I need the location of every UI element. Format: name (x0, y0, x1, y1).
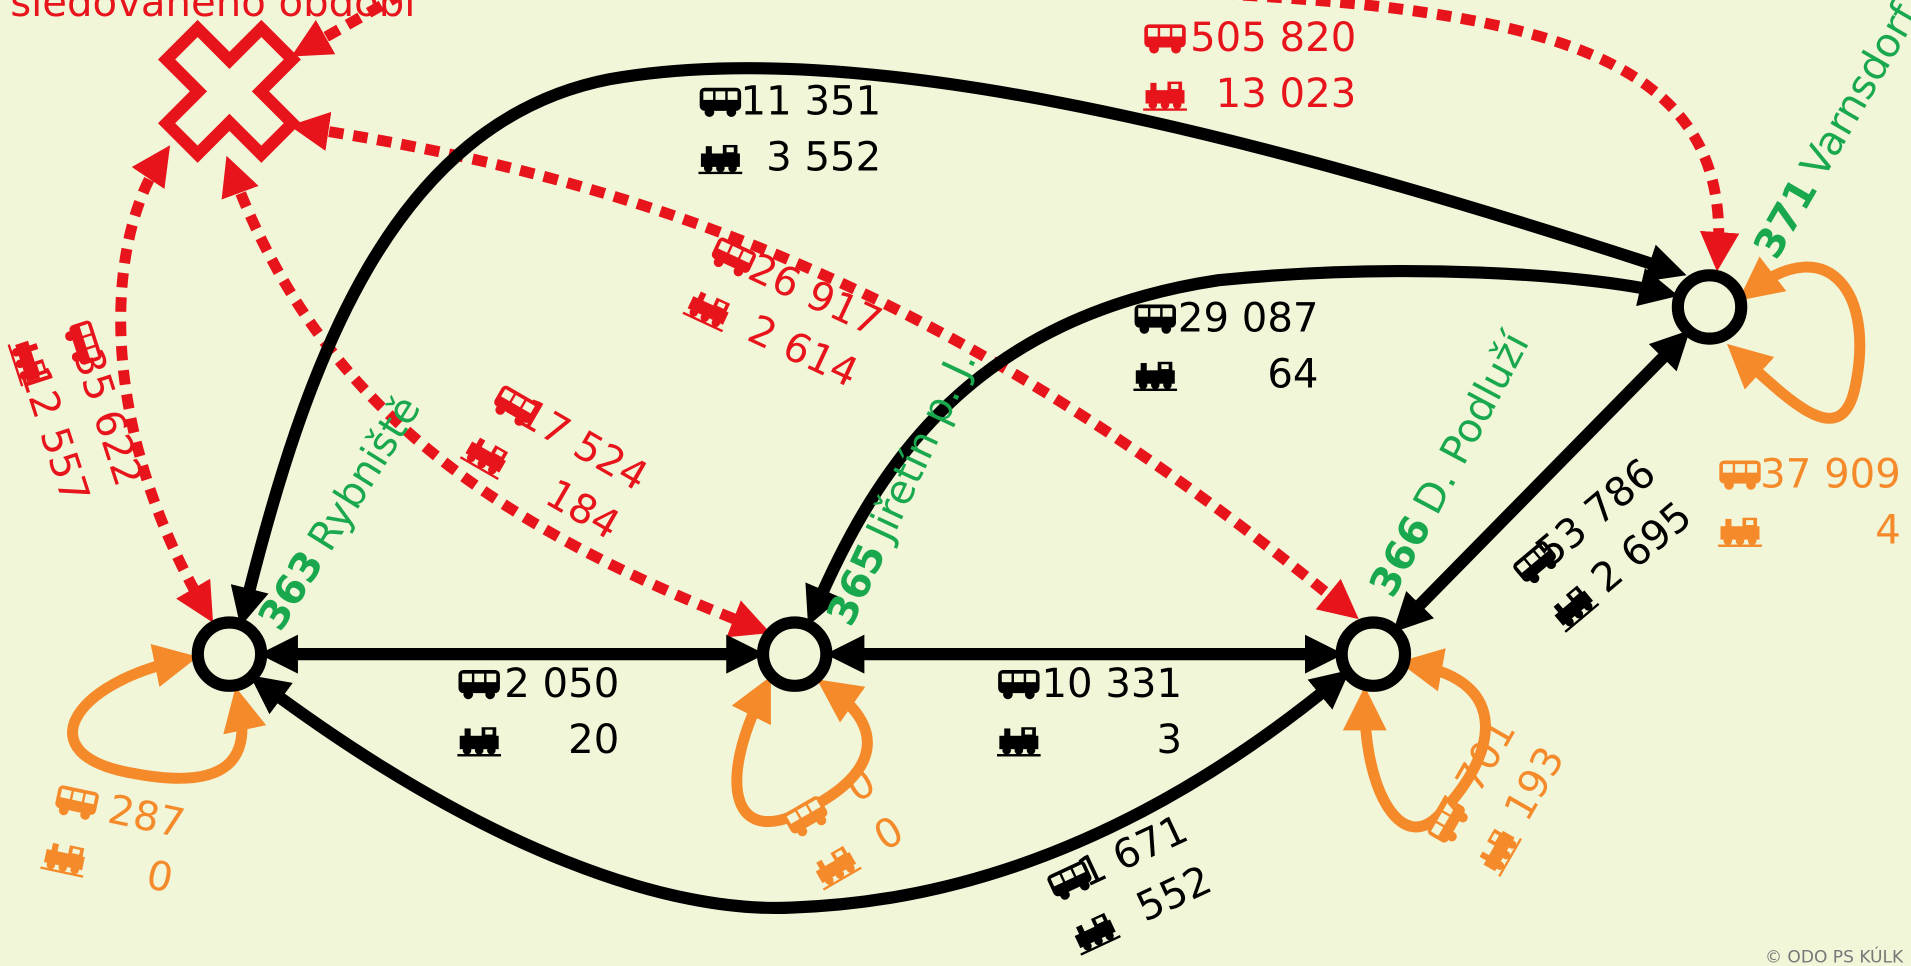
outside-links (115, 0, 1719, 638)
self-loop (67, 644, 267, 784)
train-icon (1068, 910, 1121, 956)
flow-label: 37 909 4 (1718, 451, 1901, 553)
bus-count: 29 087 (1178, 295, 1319, 341)
bus-icon (53, 784, 100, 822)
train-icon (996, 727, 1041, 757)
train-count: 20 (568, 717, 619, 763)
bus-count: 2 050 (504, 661, 619, 707)
bus-count: 287 (104, 787, 189, 848)
node-name: Jiřetín p. J. (857, 343, 986, 550)
flow-label: 505 820 13 023 (1143, 15, 1356, 117)
node-name: Rybniště (299, 388, 430, 559)
node-name: D. Podluží (1405, 323, 1540, 521)
node (1335, 616, 1412, 692)
node-name: Varnsdorf (1792, 0, 1911, 185)
bus-count: 11 351 (741, 79, 882, 125)
copyright: © ODO PS KÚLK (1765, 945, 1904, 966)
link (249, 669, 1351, 915)
outside-link (115, 145, 214, 623)
links (230, 62, 1691, 915)
train-count: 13 023 (1216, 71, 1357, 117)
bus-count: 37 909 (1760, 451, 1901, 497)
node (191, 616, 268, 692)
train-icon (698, 144, 743, 175)
bus-icon (998, 669, 1040, 700)
bus-count: 10 331 (1041, 661, 1182, 707)
train-icon (682, 287, 735, 333)
bus-icon (699, 87, 742, 117)
bus-count: 505 820 (1190, 15, 1356, 61)
train-count: 3 (1156, 717, 1182, 763)
flow-label: 10 331 3 (996, 661, 1182, 763)
bus-icon (1134, 304, 1176, 334)
train-count: 4 (1875, 507, 1901, 553)
train-icon (40, 840, 90, 878)
bus-count: 0 (838, 759, 883, 812)
node-code: 371 (1745, 171, 1827, 267)
train-icon (809, 843, 862, 891)
flow-label: 11 351 3 552 (698, 79, 881, 181)
train-icon (457, 727, 502, 757)
self-loop (1726, 256, 1866, 424)
train-icon (1547, 582, 1600, 633)
link (230, 62, 1687, 627)
flow-label: 2 050 20 (457, 661, 619, 763)
train-count: 3 552 (766, 135, 881, 181)
node-label: 366D. Podluží (1361, 323, 1540, 604)
flow-label: 29 087 64 (1133, 295, 1319, 397)
nodes (191, 269, 1748, 692)
train-icon (1133, 361, 1178, 392)
train-count: 0 (142, 852, 177, 902)
bus-icon (458, 669, 500, 700)
bus-icon (1144, 24, 1186, 54)
bus-icon (1719, 460, 1761, 490)
node-label: 371Varnsdorf (1745, 0, 1911, 266)
train-icon (1474, 824, 1523, 878)
outside-link (305, 0, 1719, 256)
node (1671, 269, 1748, 345)
flow-label: 00 (781, 759, 912, 891)
node (756, 616, 833, 692)
outside-area (157, 19, 301, 163)
node-label: 363Rybniště (250, 388, 430, 639)
train-count: 64 (1267, 351, 1318, 397)
train-icon (1718, 517, 1762, 547)
self-loop (731, 676, 873, 827)
train-count: 0 (866, 808, 911, 861)
train-icon (1143, 81, 1187, 111)
